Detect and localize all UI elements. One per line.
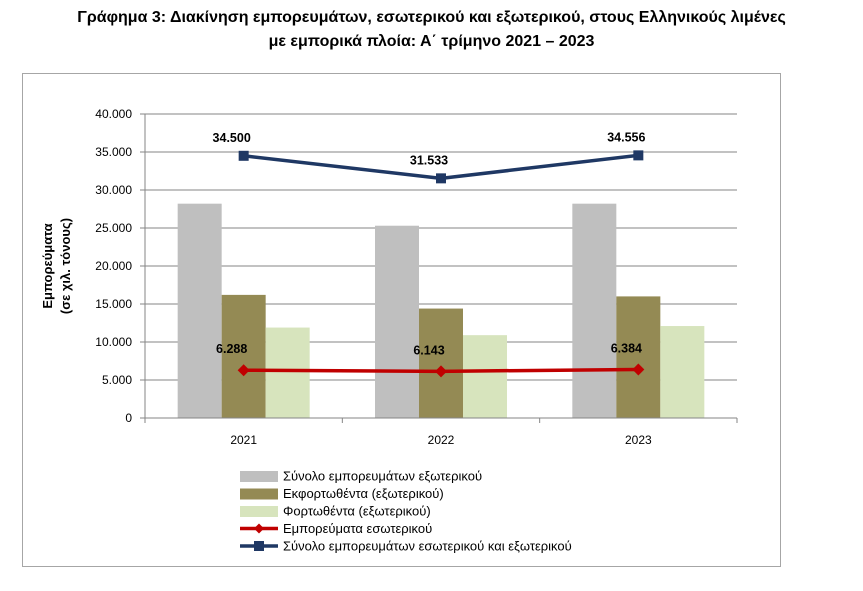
- y-tick-label: 25.000: [95, 221, 132, 235]
- y-tick-label: 40.000: [95, 107, 132, 121]
- y-tick-label: 0: [125, 411, 132, 425]
- bar-1-2023: [572, 203, 617, 418]
- data-label-2021: 34.500: [213, 131, 251, 145]
- bar-2-2023: [616, 296, 661, 418]
- line-marker-2023: [633, 150, 644, 161]
- data-label-2023: 6.384: [611, 341, 642, 355]
- y-axis-title-line-1: Εμπορεύματα: [40, 223, 55, 308]
- data-label-2022: 6.143: [413, 343, 444, 357]
- bar-3-2021: [265, 327, 310, 418]
- line-marker-2023: [632, 363, 645, 376]
- bar-3-2023: [660, 326, 705, 418]
- line-marker-2022: [435, 365, 447, 378]
- legend-swatch-2: [240, 488, 278, 500]
- bar-1-2022: [375, 225, 419, 418]
- y-tick-label: 35.000: [95, 145, 132, 159]
- legend-label-5: Σύνολο εμπορευμάτων εσωτερικού και εξωτε…: [283, 539, 572, 554]
- legend-label-4: Εμπορεύματα εσωτερικού: [283, 521, 432, 536]
- x-tick-label: 2022: [428, 433, 455, 447]
- bar-3-2022: [463, 335, 507, 418]
- legend-label-3: Φορτωθέντα (εξωτερικού): [283, 504, 431, 519]
- y-tick-label: 15.000: [95, 297, 132, 311]
- data-label-2023: 34.556: [607, 130, 645, 144]
- chart-title: Γράφημα 3: Διακίνηση εμπορευμάτων, εσωτε…: [0, 6, 863, 54]
- legend-swatch-3: [240, 506, 278, 517]
- x-tick-label: 2021: [230, 433, 257, 447]
- legend-marker-5: [254, 541, 264, 551]
- legend-swatch-1: [240, 471, 278, 482]
- x-tick-label: 2023: [625, 433, 652, 447]
- data-label-2021: 6.288: [216, 342, 247, 356]
- bar-2-2021: [221, 294, 266, 418]
- y-tick-label: 30.000: [95, 183, 132, 197]
- legend-marker-4: [254, 523, 264, 534]
- y-tick-label: 20.000: [95, 259, 132, 273]
- bar-2-2022: [419, 308, 463, 418]
- chart-title-line-1: Γράφημα 3: Διακίνηση εμπορευμάτων, εσωτε…: [77, 9, 786, 26]
- y-tick-label: 5.000: [102, 373, 132, 387]
- line-marker-2021: [238, 150, 249, 161]
- line-marker-2021: [237, 364, 250, 377]
- bar-1-2021: [177, 203, 222, 418]
- chart-title-line-2: με εμπορικά πλοία: Α΄ τρίμηνο 2021 – 202…: [268, 33, 595, 50]
- y-tick-label: 10.000: [95, 335, 132, 349]
- y-axis-title-line-2: (σε χιλ. τόνους): [58, 218, 73, 314]
- legend-label-1: Σύνολο εμπορευμάτων εξωτερικού: [283, 469, 482, 484]
- legend-label-2: Εκφορτωθέντα (εξωτερικού): [283, 486, 444, 501]
- data-label-2022: 31.533: [410, 153, 448, 167]
- line-marker-2022: [436, 173, 446, 184]
